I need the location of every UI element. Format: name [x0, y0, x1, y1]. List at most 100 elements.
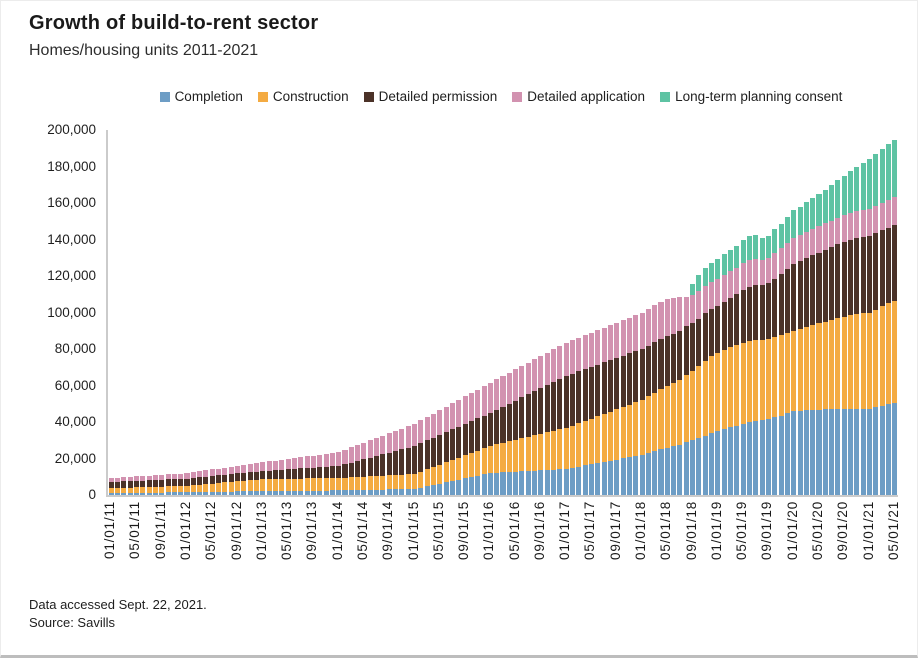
bar-segment [462, 396, 468, 424]
stacked-bar [519, 366, 525, 495]
bar-segment [209, 476, 215, 484]
bar-segment [323, 478, 329, 491]
bar-segment [715, 352, 721, 432]
bar-segment [816, 252, 822, 324]
bar-segment [677, 297, 683, 331]
bar-segment [721, 349, 727, 430]
bar-segment [709, 281, 715, 310]
bar-segment [626, 404, 632, 458]
bar-segment [778, 248, 784, 275]
bar-segment [399, 474, 405, 490]
bar-segment [532, 359, 538, 392]
bar-segment [121, 477, 127, 482]
bar-segment [298, 457, 304, 469]
stacked-bar [658, 301, 664, 495]
stacked-bar [709, 262, 715, 495]
bar-segment [197, 484, 203, 493]
bar-segment [532, 391, 538, 436]
bar-segment [481, 474, 487, 495]
stacked-bar [822, 189, 828, 495]
bar-segment [683, 374, 689, 443]
stacked-bar [367, 440, 373, 495]
bar-segment [487, 445, 493, 473]
legend-swatch-icon [512, 91, 523, 102]
bar-segment [582, 420, 588, 466]
bar-segment [658, 301, 664, 339]
source-label: Source: Savills [29, 615, 115, 630]
stacked-bar [291, 457, 297, 495]
bar-segment [323, 490, 329, 495]
bar-segment [664, 447, 670, 495]
stacked-bar [525, 362, 531, 495]
bar-segment [841, 316, 847, 410]
bar-segment [209, 469, 215, 477]
bar-segment [304, 490, 310, 495]
bar-segment [784, 216, 790, 243]
x-tick-label: 05/01/18 [658, 501, 674, 560]
bar-segment [772, 417, 778, 495]
bar-segment [140, 492, 146, 495]
stacked-bar [127, 476, 133, 495]
stacked-bar [746, 236, 752, 495]
bar-segment [639, 312, 645, 350]
bar-segment [784, 268, 790, 333]
bar-segment [241, 472, 247, 481]
bar-segment [298, 468, 304, 479]
bar-segment [298, 490, 304, 495]
bar-segment [740, 342, 746, 424]
bar-segment [260, 478, 266, 491]
bar-segment [424, 469, 430, 487]
stacked-bar [683, 297, 689, 495]
bar-segment [746, 286, 752, 341]
bar-segment [765, 283, 771, 339]
stacked-bar [696, 274, 702, 495]
bar-segment [222, 467, 228, 475]
bar-segment [879, 306, 885, 406]
bar-segment [835, 244, 841, 318]
bar-segment [468, 476, 474, 495]
bar-segment [841, 242, 847, 317]
bar-segment [715, 278, 721, 306]
stacked-bar [690, 283, 696, 495]
x-tick-label: 09/01/14 [380, 501, 396, 560]
bar-segment [721, 274, 727, 302]
bar-segment [810, 229, 816, 256]
bar-segment [291, 478, 297, 491]
bar-segment [822, 249, 828, 322]
bar-segment [753, 421, 759, 495]
bar-segment [386, 489, 392, 495]
bar-segment [614, 459, 620, 495]
bar-segment [892, 225, 898, 301]
bar-segment [190, 472, 196, 478]
bar-segment [475, 389, 481, 419]
bar-segment [140, 480, 146, 488]
bar-segment [424, 486, 430, 495]
bar-segment [449, 403, 455, 430]
bar-segment [702, 313, 708, 361]
bar-segment [873, 407, 879, 495]
bar-segment [810, 198, 816, 230]
bar-segment [247, 491, 253, 495]
bar-segment [633, 402, 639, 457]
bar-segment [127, 481, 133, 488]
bar-segment [235, 473, 241, 482]
bar-segment [165, 486, 171, 493]
bar-segment [607, 360, 613, 412]
bar-segment [393, 489, 399, 495]
bar-segment [715, 431, 721, 495]
legend-label: Detailed application [527, 89, 646, 104]
bar-segment [336, 490, 342, 495]
bar-segment [393, 475, 399, 490]
bar-segment [576, 371, 582, 424]
stacked-bar [633, 315, 639, 495]
stacked-bar [272, 460, 278, 495]
y-tick-label: 180,000 [47, 158, 96, 174]
bar-segment [475, 475, 481, 495]
bar-segment [740, 263, 746, 290]
bar-segment [746, 340, 752, 422]
bar-segment [544, 385, 550, 433]
bar-segment [841, 409, 847, 495]
bar-segment [588, 332, 594, 367]
bar-segment [696, 366, 702, 439]
bar-segment [772, 337, 778, 418]
